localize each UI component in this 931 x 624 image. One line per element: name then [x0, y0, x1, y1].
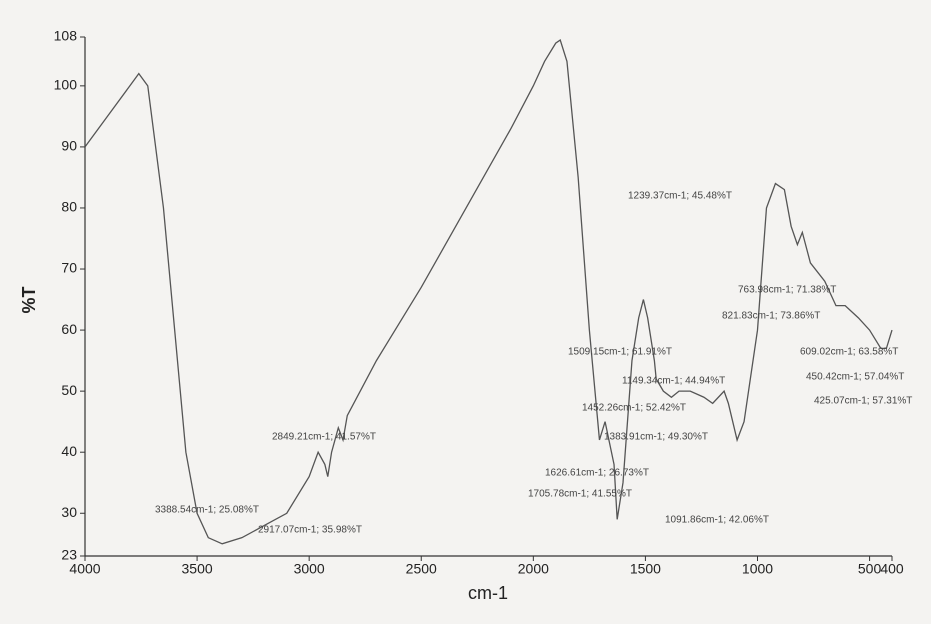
y-tick-label: 108 — [54, 28, 78, 44]
x-tick-label: 2000 — [518, 561, 549, 577]
peak-annotation: 2917.07cm-1; 35.98%T — [258, 525, 362, 536]
x-axis-label: cm-1 — [468, 583, 508, 603]
x-tick-label: 4000 — [69, 561, 100, 577]
y-tick-label: 80 — [61, 199, 77, 215]
y-tick-label: 40 — [61, 443, 77, 459]
peak-annotation: 1509.15cm-1; 61.91%T — [568, 347, 672, 358]
peak-annotation: 1383.91cm-1; 49.30%T — [604, 432, 708, 443]
spectrum-line — [84, 39, 893, 545]
peak-annotation: 763.98cm-1; 71.38%T — [738, 285, 836, 296]
y-tick-label: 50 — [61, 382, 77, 398]
x-tick-label: 3500 — [182, 561, 213, 577]
y-tick-label: 100 — [54, 77, 78, 93]
x-tick-label: 3000 — [294, 561, 325, 577]
peak-annotation: 1626.61cm-1; 26.73%T — [545, 468, 649, 479]
peak-annotation: 1239.37cm-1; 45.48%T — [628, 191, 732, 202]
peak-annotation: 450.42cm-1; 57.04%T — [806, 372, 904, 383]
peak-annotation: 1705.78cm-1; 41.55%T — [528, 489, 632, 500]
y-tick-label: 60 — [61, 321, 77, 337]
x-tick-label: 1500 — [630, 561, 661, 577]
x-tick-label: 500 — [858, 561, 882, 577]
y-tick-label: 70 — [61, 260, 77, 276]
x-tick-label: 400 — [880, 561, 904, 577]
y-tick-label: 30 — [61, 504, 77, 520]
y-tick-label: 90 — [61, 138, 77, 154]
peak-annotation: 1149.34cm-1; 44.94%T — [622, 376, 725, 387]
x-tick-label: 1000 — [742, 561, 773, 577]
y-axis-label: %T — [19, 286, 39, 313]
peak-annotation: 821.83cm-1; 73.86%T — [722, 311, 820, 322]
peak-annotation: 2849.21cm-1; 41.57%T — [272, 432, 376, 443]
peak-annotation: 609.02cm-1; 63.58%T — [800, 347, 898, 358]
peak-annotation: 3388.54cm-1; 25.08%T — [155, 505, 259, 516]
peak-annotation: 1452.26cm-1; 52.42%T — [582, 403, 686, 414]
peak-annotation: 425.07cm-1; 57.31%T — [814, 396, 912, 407]
x-tick-label: 2500 — [406, 561, 437, 577]
peak-annotation: 1091.86cm-1; 42.06%T — [665, 515, 769, 526]
y-tick-label: 23 — [61, 547, 77, 563]
